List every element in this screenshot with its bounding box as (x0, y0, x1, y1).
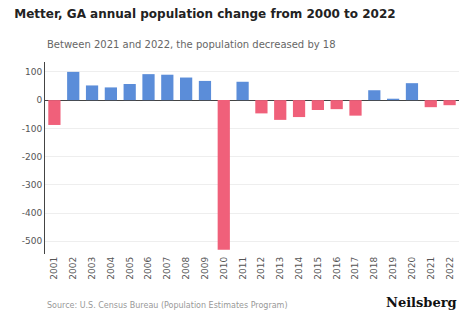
svg-text:2021: 2021 (426, 257, 436, 280)
svg-text:Between 2021 and 2022, the pop: Between 2021 and 2022, the population de… (47, 39, 336, 50)
svg-text:Neilsberg: Neilsberg (386, 295, 457, 310)
svg-text:2016: 2016 (332, 257, 342, 280)
svg-text:-500: -500 (22, 236, 43, 246)
svg-text:Source: U.S. Census Bureau (Po: Source: U.S. Census Bureau (Population E… (47, 301, 288, 310)
svg-text:2018: 2018 (369, 257, 379, 280)
svg-text:2022: 2022 (445, 257, 455, 280)
svg-text:2001: 2001 (49, 257, 59, 280)
svg-text:Metter, GA annual population c: Metter, GA annual population change from… (14, 7, 395, 21)
svg-text:0: 0 (36, 95, 42, 105)
svg-text:2006: 2006 (143, 257, 153, 280)
svg-text:2014: 2014 (294, 257, 304, 280)
svg-text:2017: 2017 (350, 257, 360, 280)
svg-text:100: 100 (25, 67, 42, 77)
svg-text:2013: 2013 (275, 257, 285, 280)
svg-text:2012: 2012 (256, 257, 266, 280)
svg-text:2002: 2002 (68, 257, 78, 280)
svg-text:-300: -300 (22, 180, 43, 190)
svg-text:2019: 2019 (388, 257, 398, 280)
svg-text:2007: 2007 (162, 257, 172, 280)
svg-text:2020: 2020 (407, 257, 417, 280)
svg-text:2005: 2005 (125, 257, 135, 280)
svg-text:-200: -200 (22, 152, 43, 162)
svg-text:2009: 2009 (200, 257, 210, 280)
svg-text:2008: 2008 (181, 257, 191, 280)
svg-text:2010: 2010 (219, 257, 229, 280)
svg-text:-400: -400 (22, 208, 43, 218)
svg-text:2004: 2004 (106, 257, 116, 280)
svg-text:2003: 2003 (87, 257, 97, 280)
svg-text:-100: -100 (22, 124, 43, 134)
svg-text:2015: 2015 (313, 257, 323, 280)
svg-text:2011: 2011 (238, 257, 248, 280)
